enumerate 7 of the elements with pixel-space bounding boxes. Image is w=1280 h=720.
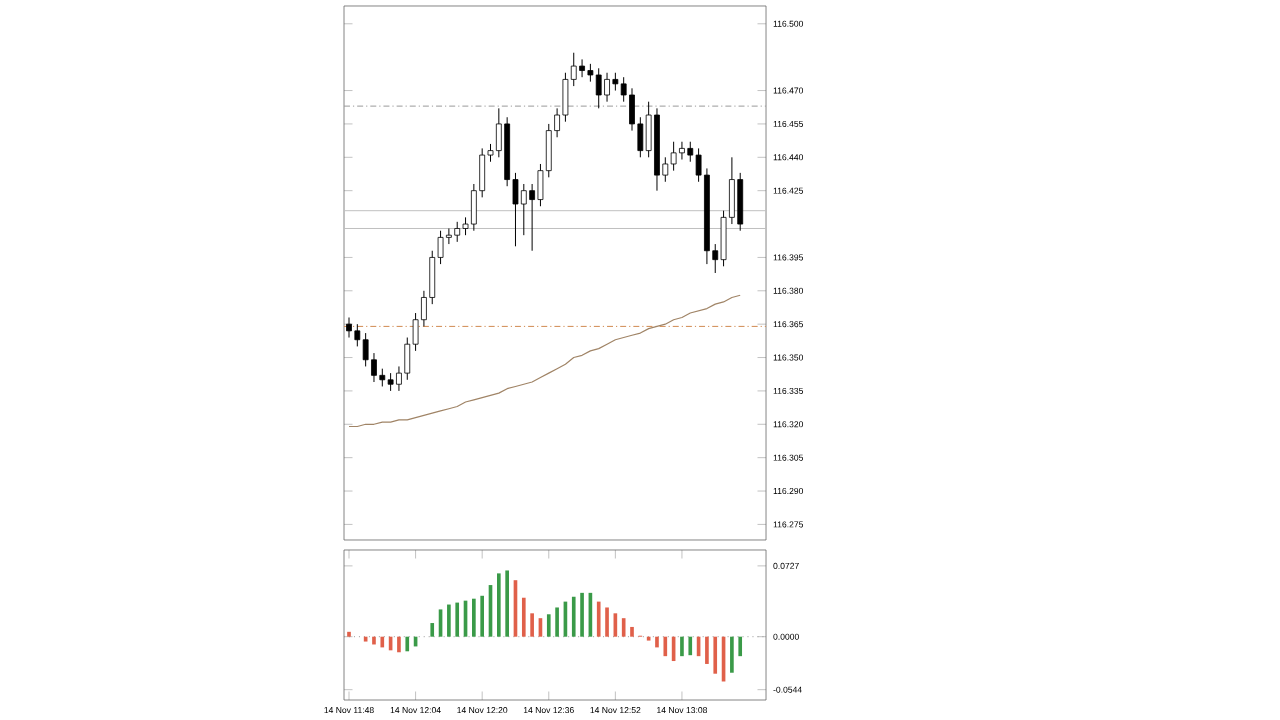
candlestick xyxy=(520,183,527,236)
candlestick xyxy=(346,316,352,339)
candlestick xyxy=(670,141,677,172)
candlestick xyxy=(737,172,744,232)
candlestick xyxy=(454,221,461,243)
candlestick xyxy=(562,72,569,123)
candlestick xyxy=(595,67,602,109)
